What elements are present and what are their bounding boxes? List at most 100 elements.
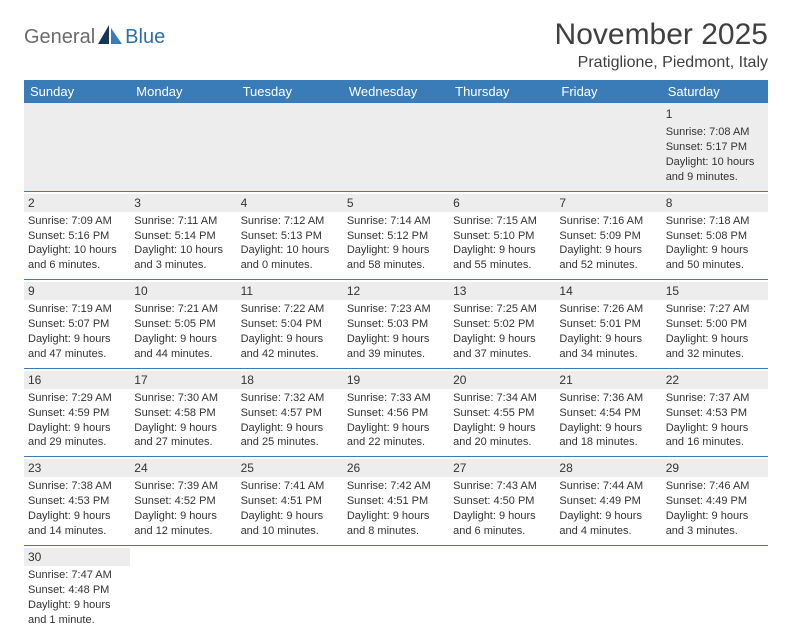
day-details: Sunrise: 7:46 AMSunset: 4:49 PMDaylight:… [666, 479, 764, 538]
day-number: 13 [449, 282, 555, 300]
detail-line: Sunrise: 7:46 AM [666, 479, 764, 494]
detail-line: and 29 minutes. [28, 435, 126, 450]
day-header: Sunday [24, 80, 130, 103]
detail-line: Sunset: 5:14 PM [134, 229, 232, 244]
detail-line: Sunrise: 7:39 AM [134, 479, 232, 494]
detail-line: and 32 minutes. [666, 347, 764, 362]
day-number: 12 [343, 282, 449, 300]
detail-line: Sunset: 5:10 PM [453, 229, 551, 244]
detail-line: Sunrise: 7:26 AM [559, 302, 657, 317]
day-details: Sunrise: 7:18 AMSunset: 5:08 PMDaylight:… [666, 214, 764, 273]
detail-line: Sunrise: 7:12 AM [241, 214, 339, 229]
calendar-week: 9 Sunrise: 7:19 AMSunset: 5:07 PMDaylight… [24, 280, 768, 369]
calendar-cell: 6Sunrise: 7:15 AMSunset: 5:10 PMDaylight… [449, 191, 555, 280]
day-number: 22 [662, 371, 768, 389]
detail-line: Daylight: 9 hours [28, 598, 126, 613]
day-details: Sunrise: 7:21 AMSunset: 5:05 PMDaylight:… [134, 302, 232, 361]
detail-line: Sunset: 5:07 PM [28, 317, 126, 332]
day-number: 30 [24, 548, 130, 566]
detail-line: and 3 minutes. [134, 258, 232, 273]
day-number: 4 [237, 194, 343, 212]
day-details: Sunrise: 7:14 AMSunset: 5:12 PMDaylight:… [347, 214, 445, 273]
day-details: Sunrise: 7:11 AMSunset: 5:14 PMDaylight:… [134, 214, 232, 273]
day-number: 18 [237, 371, 343, 389]
detail-line: Sunset: 4:59 PM [28, 406, 126, 421]
detail-line: Daylight: 10 hours [28, 243, 126, 258]
day-details: Sunrise: 7:12 AMSunset: 5:13 PMDaylight:… [241, 214, 339, 273]
day-number: 27 [449, 459, 555, 477]
detail-line: and 20 minutes. [453, 435, 551, 450]
brand-logo: General Blue [24, 18, 165, 51]
day-number: 11 [237, 282, 343, 300]
detail-line: and 55 minutes. [453, 258, 551, 273]
detail-line: and 34 minutes. [559, 347, 657, 362]
detail-line: Daylight: 9 hours [241, 509, 339, 524]
day-details: Sunrise: 7:43 AMSunset: 4:50 PMDaylight:… [453, 479, 551, 538]
detail-line: Sunrise: 7:36 AM [559, 391, 657, 406]
detail-line: and 58 minutes. [347, 258, 445, 273]
calendar-cell: 1Sunrise: 7:08 AMSunset: 5:17 PMDaylight… [662, 103, 768, 191]
day-number: 5 [343, 194, 449, 212]
day-number: 10 [130, 282, 236, 300]
calendar-cell [449, 103, 555, 191]
detail-line: Sunrise: 7:22 AM [241, 302, 339, 317]
day-number: 9 [24, 282, 130, 300]
calendar-cell: 9 Sunrise: 7:19 AMSunset: 5:07 PMDaylight… [24, 280, 130, 369]
detail-line: Sunrise: 7:42 AM [347, 479, 445, 494]
day-number: 24 [130, 459, 236, 477]
detail-line: Daylight: 9 hours [453, 509, 551, 524]
calendar-cell [24, 103, 130, 191]
detail-line: Sunrise: 7:43 AM [453, 479, 551, 494]
day-number: 3 [130, 194, 236, 212]
detail-line: Sunrise: 7:33 AM [347, 391, 445, 406]
detail-line: Sunrise: 7:27 AM [666, 302, 764, 317]
detail-line: and 47 minutes. [28, 347, 126, 362]
day-details: Sunrise: 7:27 AMSunset: 5:00 PMDaylight:… [666, 302, 764, 361]
detail-line: Daylight: 9 hours [453, 243, 551, 258]
detail-line: Daylight: 10 hours [666, 155, 764, 170]
detail-line: Sunrise: 7:29 AM [28, 391, 126, 406]
calendar-cell [237, 103, 343, 191]
detail-line: and 10 minutes. [241, 524, 339, 539]
detail-line: Sunset: 5:17 PM [666, 140, 764, 155]
calendar-cell [130, 545, 236, 633]
day-number: 8 [662, 194, 768, 212]
detail-line: and 16 minutes. [666, 435, 764, 450]
detail-line: Sunset: 4:57 PM [241, 406, 339, 421]
calendar-cell: 25Sunrise: 7:41 AMSunset: 4:51 PMDayligh… [237, 457, 343, 546]
detail-line: Sunset: 4:53 PM [28, 494, 126, 509]
detail-line: Sunset: 4:56 PM [347, 406, 445, 421]
day-details: Sunrise: 7:34 AMSunset: 4:55 PMDaylight:… [453, 391, 551, 450]
day-details: Sunrise: 7:19 AMSunset: 5:07 PMDaylight:… [28, 302, 126, 361]
detail-line: Sunset: 5:03 PM [347, 317, 445, 332]
calendar-week: 16Sunrise: 7:29 AMSunset: 4:59 PMDayligh… [24, 368, 768, 457]
location-label: Pratiglione, Piedmont, Italy [555, 54, 768, 72]
detail-line: and 37 minutes. [453, 347, 551, 362]
day-number: 23 [24, 459, 130, 477]
detail-line: Sunset: 5:00 PM [666, 317, 764, 332]
detail-line: and 50 minutes. [666, 258, 764, 273]
day-number: 29 [662, 459, 768, 477]
day-header: Friday [555, 80, 661, 103]
detail-line: Sunset: 5:08 PM [666, 229, 764, 244]
day-details: Sunrise: 7:36 AMSunset: 4:54 PMDaylight:… [559, 391, 657, 450]
day-number: 14 [555, 282, 661, 300]
detail-line: Sunrise: 7:34 AM [453, 391, 551, 406]
calendar-cell: 22Sunrise: 7:37 AMSunset: 4:53 PMDayligh… [662, 368, 768, 457]
detail-line: Sunrise: 7:16 AM [559, 214, 657, 229]
day-details: Sunrise: 7:08 AMSunset: 5:17 PMDaylight:… [666, 125, 764, 184]
detail-line: and 44 minutes. [134, 347, 232, 362]
detail-line: Sunset: 4:51 PM [347, 494, 445, 509]
detail-line: and 18 minutes. [559, 435, 657, 450]
detail-line: Daylight: 9 hours [28, 332, 126, 347]
detail-line: Sunset: 4:54 PM [559, 406, 657, 421]
calendar-cell: 26Sunrise: 7:42 AMSunset: 4:51 PMDayligh… [343, 457, 449, 546]
detail-line: Daylight: 9 hours [347, 509, 445, 524]
calendar-cell: 23Sunrise: 7:38 AMSunset: 4:53 PMDayligh… [24, 457, 130, 546]
day-details: Sunrise: 7:22 AMSunset: 5:04 PMDaylight:… [241, 302, 339, 361]
calendar-cell: 14Sunrise: 7:26 AMSunset: 5:01 PMDayligh… [555, 280, 661, 369]
calendar-cell: 2Sunrise: 7:09 AMSunset: 5:16 PMDaylight… [24, 191, 130, 280]
day-details: Sunrise: 7:47 AMSunset: 4:48 PMDaylight:… [28, 568, 126, 627]
detail-line: Daylight: 9 hours [134, 509, 232, 524]
detail-line: and 39 minutes. [347, 347, 445, 362]
